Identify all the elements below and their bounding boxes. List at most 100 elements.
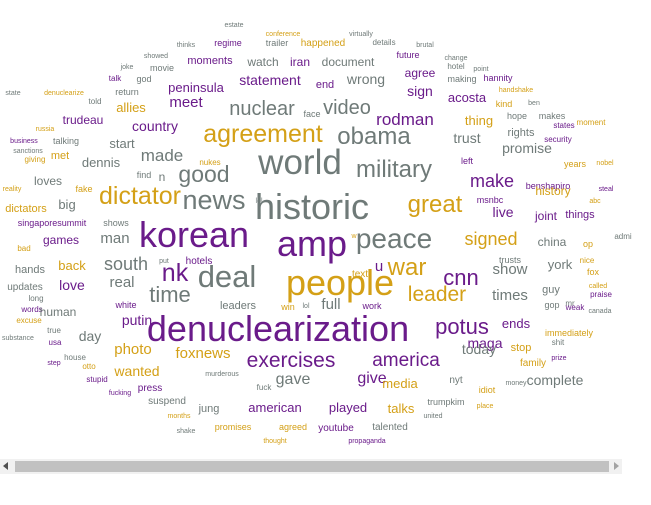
cloud-word-korean: korean [138,214,250,255]
cloud-word-today: today [461,341,497,357]
cloud-word-good: good [178,161,230,187]
cloud-word-details: details [372,38,396,47]
cloud-word-conference: conference [265,31,301,38]
cloud-word-regime: regime [214,38,242,48]
scroll-right-arrow-icon[interactable] [614,462,619,470]
cloud-word-security: security [544,135,572,144]
cloud-word-america: america [372,350,440,371]
cloud-word-white: white [115,300,137,310]
cloud-word-deal: deal [197,259,257,294]
scroll-left-arrow-icon[interactable] [3,462,8,470]
cloud-word-op: op [582,239,594,249]
cloud-word-called: called [588,283,608,290]
cloud-word-thinks: thinks [176,42,196,49]
cloud-word-makes: makes [538,111,566,121]
cloud-word-give: give [357,370,387,387]
cloud-word-trust: trust [453,130,481,146]
cloud-word-weak: weak [565,303,585,312]
cloud-word-dictators: dictators [5,203,47,215]
cloud-word-make: make [469,171,515,191]
cloud-word-state: state [5,90,21,97]
cloud-word-real: real [109,274,135,291]
cloud-word-fake: fake [75,184,93,194]
cloud-word-denuclearize: denuclearize [44,90,84,97]
cloud-word-states: states [553,121,575,130]
cloud-word-nobel: nobel [596,160,614,167]
cloud-word-day: day [78,328,102,344]
cloud-word-leaders: leaders [219,300,257,312]
cloud-word-wanted: wanted [114,363,160,379]
cloud-word-praise: praise [590,290,612,299]
cloud-word-start: start [109,136,135,151]
cloud-word-great: great [407,191,463,218]
cloud-word-family: family [519,358,547,369]
cloud-word-youtube: youtube [318,423,354,434]
cloud-word-ben: ben [528,100,540,107]
cloud-word-virtually: virtually [349,31,373,38]
cloud-word-meet: meet [169,94,203,111]
cloud-word-promises: promises [214,422,252,432]
cloud-word-china: china [537,235,567,249]
cloud-word-agreed: agreed [278,422,308,432]
cloud-word-ends: ends [501,316,531,331]
horizontal-scrollbar[interactable] [0,459,622,474]
cloud-word-msnbc: msnbc [476,195,504,205]
cloud-word-thought: thought [263,438,287,445]
cloud-word-world: world [258,143,342,182]
cloud-word-hope: hope [506,111,528,121]
cloud-word-hands: hands [15,264,45,276]
cloud-word-nyt: nyt [449,375,463,386]
cloud-word-movie: movie [149,63,175,73]
cloud-word-war: war [387,254,427,281]
cloud-word-historic: historic [254,186,370,227]
cloud-word-otto: otto [82,362,96,371]
cloud-word-times: times [492,287,528,304]
cloud-word-told: told [88,97,102,106]
scrollbar-thumb[interactable] [15,461,609,472]
cloud-word-agreement: agreement [203,120,323,148]
cloud-word-true: true [47,326,61,335]
cloud-word-left: left [460,156,474,166]
cloud-word-thing: thing [464,113,494,128]
cloud-word-back: back [58,258,86,273]
cloud-word-potus: potus [435,314,489,339]
cloud-word-history: history [535,184,571,198]
cloud-word-things: things [565,209,595,221]
cloud-word-maga: maga [467,335,503,351]
cloud-word-put: put [159,258,169,265]
cloud-word-hotel: hotel [447,62,465,71]
cloud-word-denuclearization: denuclearization [146,308,410,349]
cloud-word-talk: talk [108,74,122,83]
cloud-word-shit: shit [551,338,565,347]
cloud-word-show: show [492,261,528,278]
cloud-word-rights: rights [507,127,535,139]
cloud-word-people: people [285,262,395,303]
cloud-word-jung: jung [198,403,220,415]
cloud-word-canada: canada [588,308,612,315]
cloud-word-allies: allies [116,100,146,115]
cloud-word-brutal: brutal [416,42,434,49]
cloud-word-played: played [328,400,368,415]
cloud-word-excuse: excuse [16,316,42,325]
cloud-word-giving: giving [24,155,46,164]
cloud-word-signed: signed [464,229,518,249]
cloud-word-dictator: dictator [99,182,181,210]
cloud-word-live: live [492,204,514,220]
cloud-word-fuck: fuck [256,383,272,392]
cloud-word-murderous: murderous [205,371,239,378]
cloud-word-words: words [21,305,43,314]
cloud-word-complete: complete [526,372,584,388]
cloud-word-talking: talking [52,136,80,146]
cloud-word-loves: loves [33,174,63,188]
cloud-word-suspend: suspend [148,396,186,407]
cloud-word-talented: talented [372,422,408,433]
cloud-word-future: future [396,50,420,60]
cloud-word-return: return [115,87,139,97]
cloud-word-trudeau: trudeau [62,113,104,127]
cloud-word-met: met [50,150,70,162]
cloud-word-iran: iran [289,55,311,69]
cloud-word-photo: photo [114,341,152,358]
cloud-word-n: n [158,170,166,184]
cloud-word-hannity: hannity [483,73,513,83]
cloud-word-news: news [182,185,246,215]
